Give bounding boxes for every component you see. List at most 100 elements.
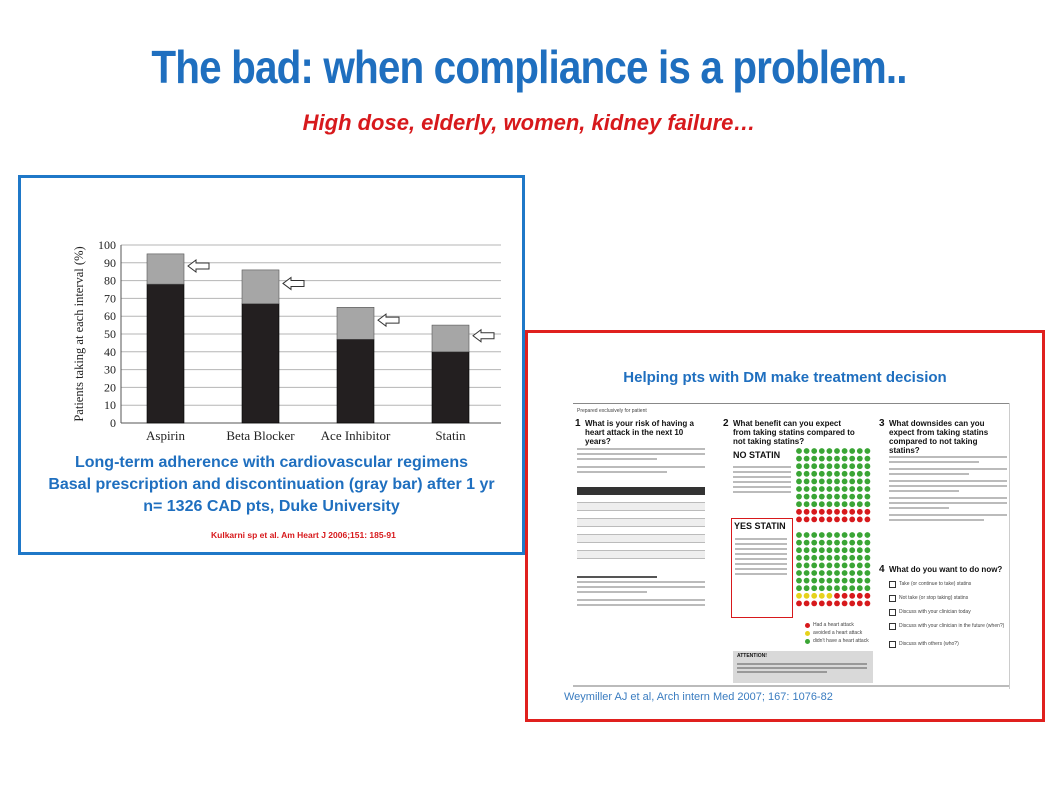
person-dot bbox=[841, 600, 848, 607]
person-dot bbox=[856, 592, 863, 599]
person-dot bbox=[841, 539, 848, 546]
person-dot bbox=[826, 463, 833, 470]
person-dot bbox=[803, 562, 810, 569]
person-dot bbox=[834, 455, 840, 462]
person-dot bbox=[849, 547, 856, 554]
person-dot bbox=[803, 539, 810, 546]
person-dot bbox=[818, 592, 825, 599]
person-dot bbox=[834, 478, 840, 485]
y-tick-label: 70 bbox=[104, 291, 116, 305]
decision-aid-title: Helping pts with DM make treatment decis… bbox=[623, 369, 947, 386]
person-dot bbox=[796, 600, 802, 607]
person-dot bbox=[856, 577, 863, 584]
person-dot bbox=[811, 532, 818, 538]
no-statin-label: NO STATIN bbox=[733, 450, 781, 460]
left-reference: Kulkarni sp et al. Am Heart J 2006;151: … bbox=[211, 530, 396, 540]
person-dot bbox=[849, 455, 856, 462]
option-discuss-today[interactable]: Discuss with your clinician today bbox=[899, 609, 971, 615]
person-dot bbox=[834, 486, 840, 492]
person-dot bbox=[864, 508, 871, 515]
person-dot bbox=[856, 539, 863, 546]
person-dot bbox=[826, 470, 833, 477]
y-tick-label: 80 bbox=[104, 274, 116, 288]
person-dot bbox=[834, 554, 840, 561]
prepared-note: Prepared exclusively for patient bbox=[577, 408, 647, 414]
person-dot bbox=[803, 554, 810, 561]
person-dot bbox=[849, 554, 856, 561]
person-dot bbox=[826, 448, 833, 454]
person-dot bbox=[856, 600, 863, 607]
person-dot bbox=[818, 501, 825, 508]
person-dot bbox=[834, 547, 840, 554]
person-dot bbox=[796, 508, 802, 515]
person-dot bbox=[811, 547, 818, 554]
person-dot bbox=[841, 547, 848, 554]
person-dot bbox=[834, 463, 840, 470]
option-discuss-future[interactable]: Discuss with your clinician in the futur… bbox=[899, 623, 1005, 629]
y-tick-label: 90 bbox=[104, 256, 116, 270]
person-dot bbox=[803, 478, 810, 485]
person-dot bbox=[826, 547, 833, 554]
person-dot bbox=[864, 577, 871, 584]
person-dot bbox=[818, 516, 825, 523]
person-dot bbox=[849, 570, 856, 576]
person-dot bbox=[841, 554, 848, 561]
person-dot bbox=[803, 493, 810, 500]
person-dot bbox=[811, 600, 818, 607]
bar-segment-adherent bbox=[241, 303, 280, 424]
person-dot bbox=[856, 448, 863, 454]
bar-segment-adherent bbox=[431, 351, 470, 424]
person-dot bbox=[796, 486, 802, 492]
person-dot bbox=[803, 570, 810, 576]
y-axis-label: Patients taking at each interval (%) bbox=[72, 246, 86, 421]
person-dot bbox=[856, 585, 863, 592]
person-dot bbox=[864, 592, 871, 599]
question-3: What downsides can you expect from takin… bbox=[889, 419, 989, 455]
y-tick-label: 10 bbox=[104, 398, 116, 412]
person-dot bbox=[864, 478, 871, 485]
person-dot bbox=[811, 577, 818, 584]
person-dot bbox=[811, 585, 818, 592]
option-take-statins[interactable]: Take (or continue to take) statins bbox=[899, 581, 972, 587]
person-dot bbox=[841, 470, 848, 477]
risk-table bbox=[577, 487, 705, 565]
person-dot bbox=[856, 501, 863, 508]
person-dot bbox=[818, 486, 825, 492]
person-dot bbox=[803, 501, 810, 508]
person-dot bbox=[818, 570, 825, 576]
person-dot bbox=[849, 539, 856, 546]
person-dot bbox=[811, 562, 818, 569]
person-dot bbox=[803, 455, 810, 462]
icon-array-legend: Had a heart attack avoided a heart attac… bbox=[805, 621, 905, 645]
person-dot bbox=[796, 547, 802, 554]
person-dot bbox=[849, 592, 856, 599]
person-dot bbox=[796, 562, 802, 569]
person-dot bbox=[856, 470, 863, 477]
person-dot bbox=[811, 486, 818, 492]
option-not-take-statins[interactable]: Not take (or stop taking) statins bbox=[899, 595, 969, 601]
question-4: What do you want to do now? bbox=[889, 565, 1003, 574]
person-dot bbox=[841, 508, 848, 515]
person-dot bbox=[803, 470, 810, 477]
bar-segment-adherent bbox=[146, 283, 185, 424]
person-dot bbox=[803, 585, 810, 592]
person-dot bbox=[841, 493, 848, 500]
slide-title: The bad: when compliance is a problem.. bbox=[151, 41, 907, 93]
x-tick-label: Ace Inhibitor bbox=[321, 428, 391, 443]
person-dot bbox=[849, 516, 856, 523]
person-dot bbox=[818, 577, 825, 584]
person-dot bbox=[818, 585, 825, 592]
person-dot bbox=[856, 516, 863, 523]
person-dot bbox=[811, 448, 818, 454]
bar-segment-discontinued bbox=[431, 324, 470, 353]
person-dot bbox=[818, 547, 825, 554]
option-discuss-others[interactable]: Discuss with others (who?) bbox=[899, 641, 959, 647]
person-dot bbox=[811, 455, 818, 462]
x-tick-label: Aspirin bbox=[146, 428, 186, 443]
person-dot bbox=[864, 486, 871, 492]
person-dot bbox=[849, 486, 856, 492]
person-dot bbox=[796, 463, 802, 470]
person-dot bbox=[818, 455, 825, 462]
adherence-chart-panel: 0 10 20 30 40 50 60 70 80 90 100 Patients taking at… bbox=[18, 175, 525, 555]
person-dot bbox=[826, 585, 833, 592]
